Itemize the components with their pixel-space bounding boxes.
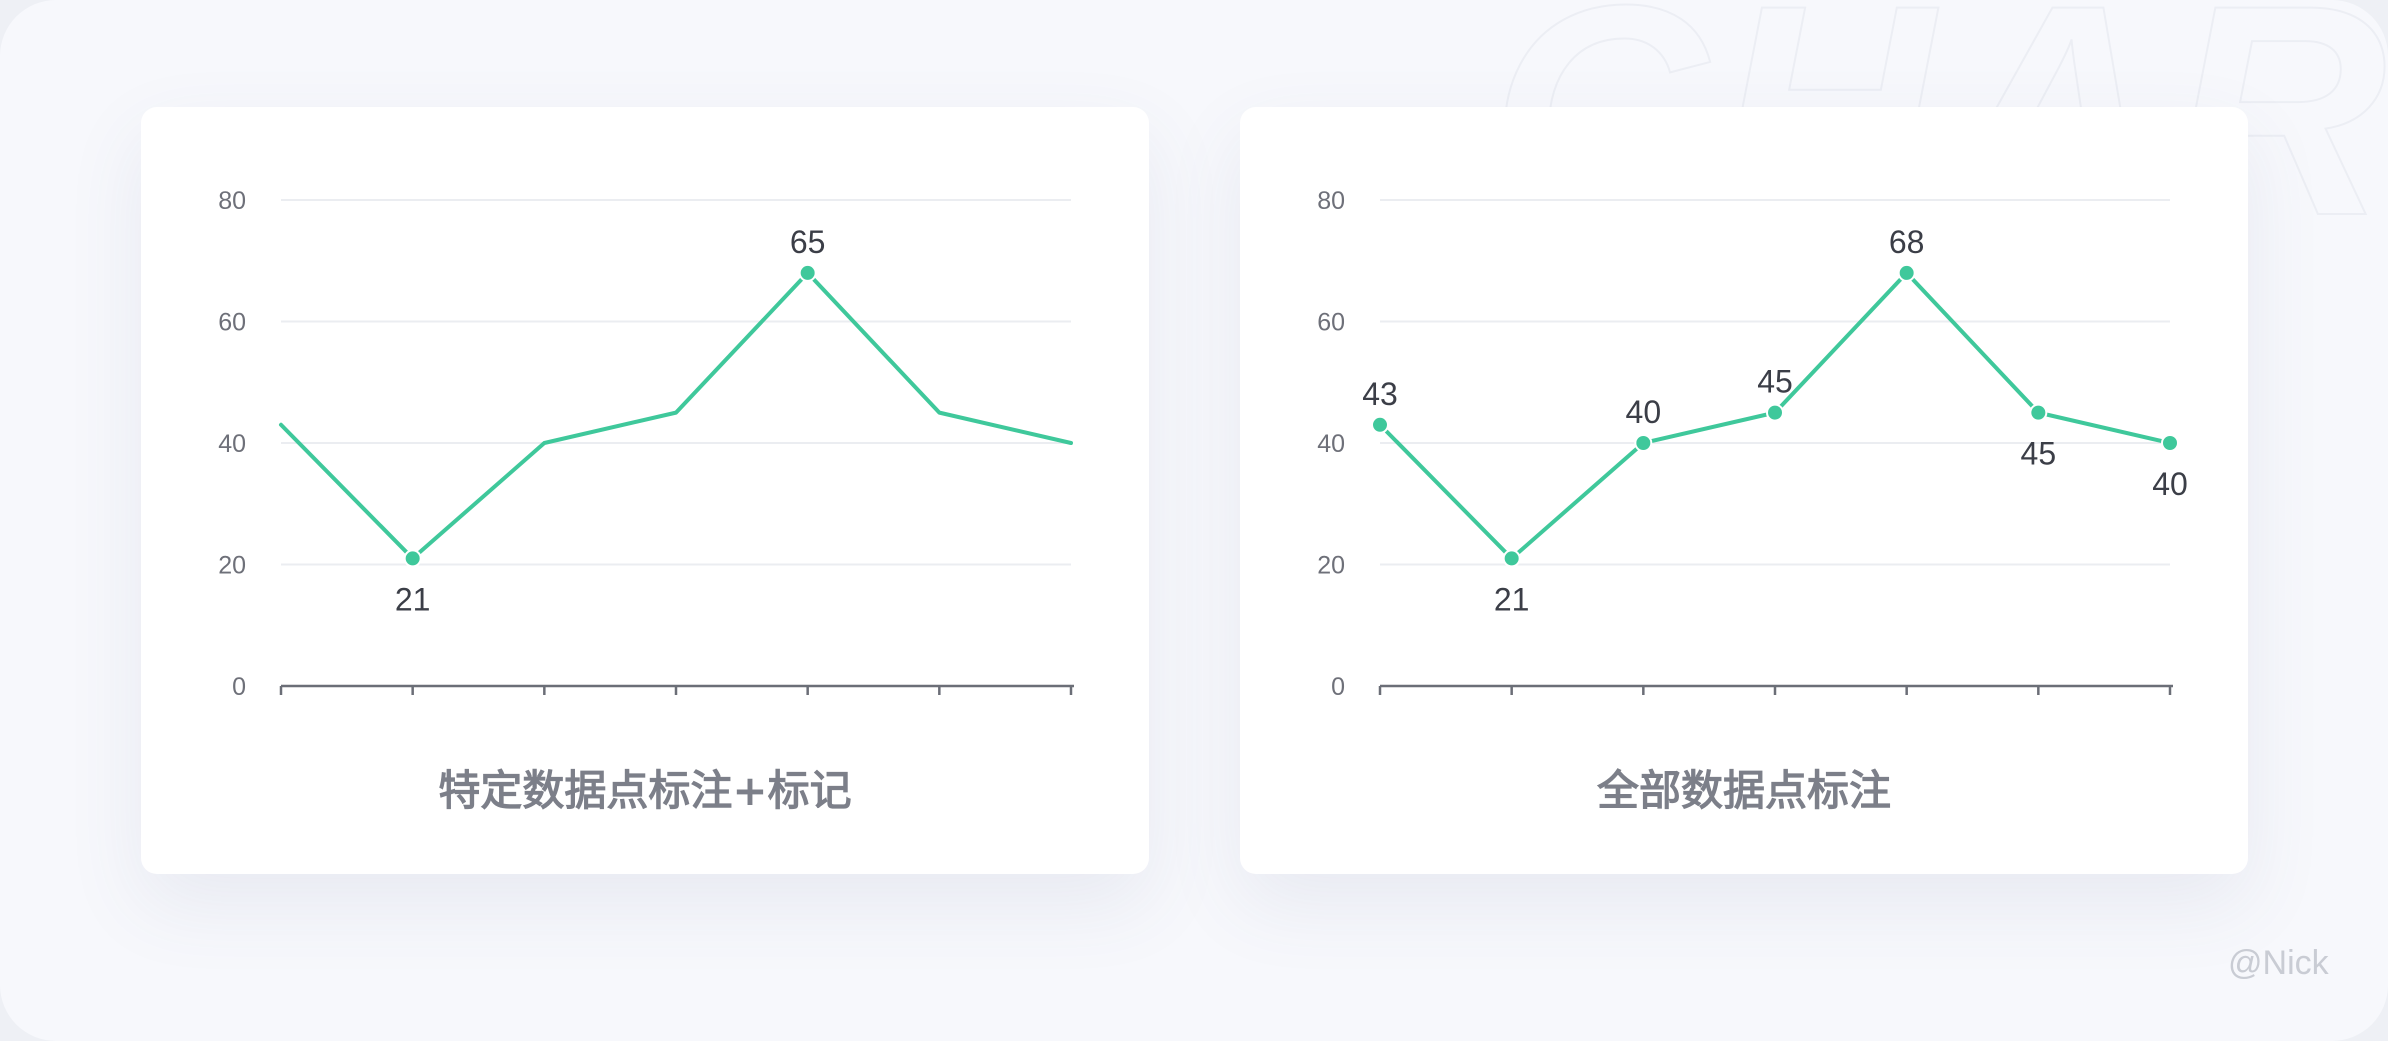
chart-card-selected-labels: 0 20 40 60 80 21 65 特定数据点标注+标记	[141, 107, 1149, 874]
data-label: 45	[2021, 436, 2057, 472]
data-point-marker	[1502, 549, 1521, 568]
data-point-marker	[2161, 434, 2179, 452]
series-line	[279, 270, 1073, 561]
chart-card-all-labels: 0 20 40 60 80 43 21 40 45 68 45 40 全部数据点标注	[1240, 107, 2248, 874]
data-point-marker	[798, 263, 817, 282]
line-chart-selected-labels: 0 20 40 60 80 21 65	[218, 187, 1074, 701]
data-label: 40	[2152, 466, 2188, 502]
data-point-marker	[1897, 263, 1916, 282]
data-label: 40	[1626, 394, 1662, 430]
data-label: 65	[790, 224, 826, 260]
data-label: 43	[1362, 376, 1398, 412]
data-label: 68	[1889, 224, 1925, 260]
author-watermark: @Nick	[2228, 944, 2329, 982]
y-tick-label: 0	[1331, 673, 1345, 701]
chart-title: 全部数据点标注	[1596, 766, 1891, 815]
y-tick-label: 80	[1317, 187, 1345, 215]
data-point-marker	[1371, 415, 1389, 434]
y-tick-label: 60	[1317, 309, 1345, 337]
data-label: 21	[395, 581, 431, 617]
y-tick-label: 40	[1317, 430, 1345, 458]
data-point-marker	[1634, 434, 1653, 452]
data-point-marker	[1766, 403, 1784, 422]
y-tick-label: 80	[218, 187, 246, 215]
data-point-marker	[2029, 403, 2048, 422]
line-chart-all-labels: 0 20 40 60 80 43 21 40 45 68 45 40	[1317, 187, 2188, 701]
y-tick-label: 60	[218, 309, 246, 337]
y-tick-label: 0	[232, 673, 246, 701]
y-tick-label: 20	[218, 552, 246, 580]
y-tick-label: 20	[1317, 552, 1345, 580]
data-point-marker	[403, 549, 422, 568]
chart-title: 特定数据点标注+标记	[438, 766, 852, 815]
data-label: 21	[1494, 581, 1530, 617]
data-label: 45	[1757, 364, 1793, 400]
y-tick-label: 40	[218, 430, 246, 458]
